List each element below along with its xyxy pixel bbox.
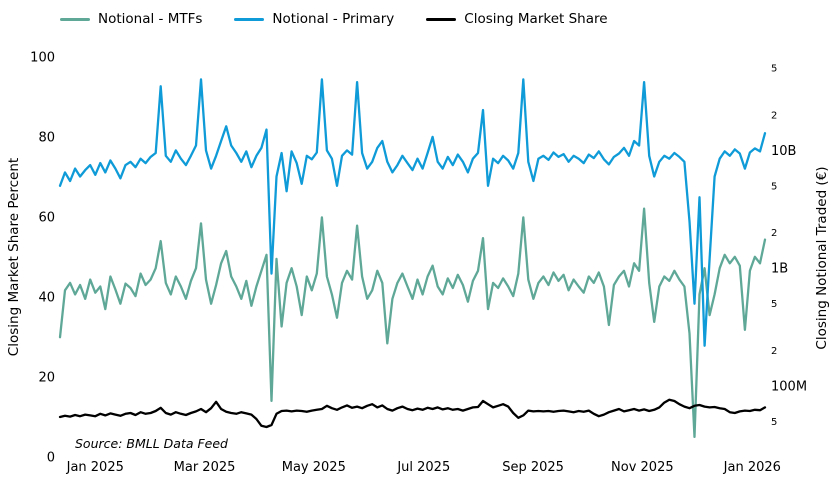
x-axis-tick-label: Jul 2025 [396, 460, 450, 475]
x-axis-tick-label: Jan 2025 [66, 460, 124, 475]
legend-label-share: Closing Market Share [464, 11, 608, 27]
left-axis-tick-label: 60 [38, 211, 55, 226]
x-axis-tick-label: Nov 2025 [611, 460, 674, 475]
left-axis-tick-label: 0 [47, 451, 55, 466]
series-line-notional-mtfs [58, 207, 767, 439]
x-axis-tick-label: Jan 2026 [723, 460, 781, 475]
right-axis-tick-label: 10B [771, 144, 796, 159]
legend-swatch-share-icon [426, 17, 457, 21]
legend-item-notional-primary: Notional - Primary [234, 11, 394, 27]
right-axis-tick-label: 5 [771, 299, 777, 310]
legend-item-closing-market-share: Closing Market Share [426, 11, 608, 27]
right-axis-tick-label: 5 [771, 64, 777, 75]
chart-legend: Notional - MTFs Notional - Primary Closi… [60, 11, 608, 27]
right-axis-tick-label: 2 [771, 110, 777, 121]
x-axis-tick-label: Sep 2025 [502, 460, 564, 475]
legend-label-mtfs: Notional - MTFs [98, 11, 203, 27]
left-axis-tick-label: 40 [38, 291, 55, 306]
right-axis-tick-label: 5 [771, 181, 777, 192]
left-axis-tick-label: 100 [30, 51, 55, 66]
right-axis-tick-label: 2 [771, 346, 777, 357]
source-note: Source: BMLL Data Feed [75, 436, 228, 451]
legend-swatch-mtfs-icon [60, 17, 90, 21]
legend-swatch-primary-icon [234, 17, 265, 21]
x-axis-tick-label: May 2025 [282, 460, 346, 475]
series-line-closing-market-share [58, 398, 767, 429]
right-axis-tick-label: 100M [771, 380, 807, 395]
right-axis-tick-label: 1B [771, 262, 788, 277]
left-axis-tick-label: 20 [38, 371, 55, 386]
right-axis-title: Closing Notional Traded (€) [814, 166, 830, 350]
series-line-notional-primary [58, 78, 767, 347]
x-axis-tick-label: Mar 2025 [174, 460, 236, 475]
left-axis-tick-label: 80 [38, 131, 55, 146]
legend-label-primary: Notional - Primary [272, 11, 395, 27]
left-axis-title: Closing Market Share Percent [6, 157, 22, 357]
right-axis-tick-label: 5 [771, 417, 777, 428]
right-axis-tick-label: 2 [771, 228, 777, 239]
legend-item-notional-mtfs: Notional - MTFs [60, 11, 202, 27]
